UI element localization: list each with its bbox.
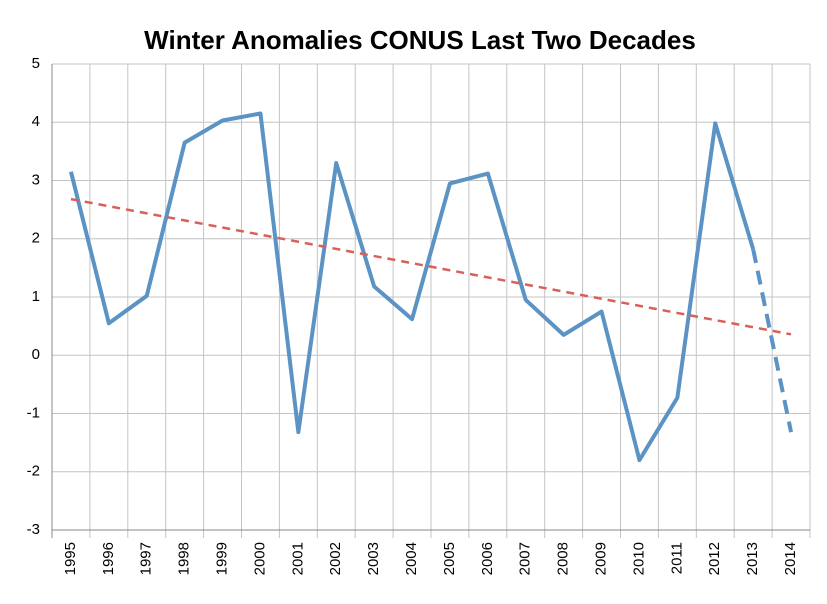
x-tick-label: 2004: [403, 542, 420, 575]
x-tick-label: 2002: [327, 542, 344, 575]
x-tick-label: 1996: [100, 542, 117, 575]
x-tick-label: 1999: [214, 542, 231, 575]
x-tick-label: 2005: [441, 542, 458, 575]
y-tick-label: 3: [32, 171, 40, 188]
x-tick-label: 2009: [593, 542, 610, 575]
trendline: [70, 197, 792, 336]
y-tick-label: 2: [32, 230, 40, 247]
x-tick-label: 2011: [668, 542, 685, 574]
x-tick-label: 2007: [517, 542, 534, 575]
x-tick-label: 2003: [365, 542, 382, 575]
x-tick-label: 2012: [706, 542, 723, 575]
y-tick-label: -1: [27, 404, 40, 421]
y-tick-label: 1: [32, 288, 40, 305]
y-tick-label: -2: [27, 463, 40, 480]
x-tick-label: 1998: [176, 542, 193, 575]
x-tick-label: 2006: [479, 542, 496, 575]
chart-title: Winter Anomalies CONUS Last Two Decades: [144, 25, 696, 55]
x-tick-label: 2000: [251, 542, 268, 575]
x-tick-label: 2010: [630, 542, 647, 575]
x-tick-label: 2013: [744, 542, 761, 575]
x-tick-label: 2008: [555, 542, 572, 575]
x-tick-label: 1997: [138, 542, 155, 575]
y-tick-label: 5: [32, 55, 40, 72]
y-tick-label: 4: [32, 113, 40, 130]
x-tick-label: 2001: [289, 542, 306, 575]
x-tick-label: 2014: [782, 542, 799, 575]
x-tick-label: 1995: [62, 542, 79, 575]
y-tick-label: 0: [32, 346, 40, 363]
dashed-line: [751, 248, 794, 433]
y-tick-label: -3: [27, 521, 40, 538]
line: [69, 111, 756, 463]
